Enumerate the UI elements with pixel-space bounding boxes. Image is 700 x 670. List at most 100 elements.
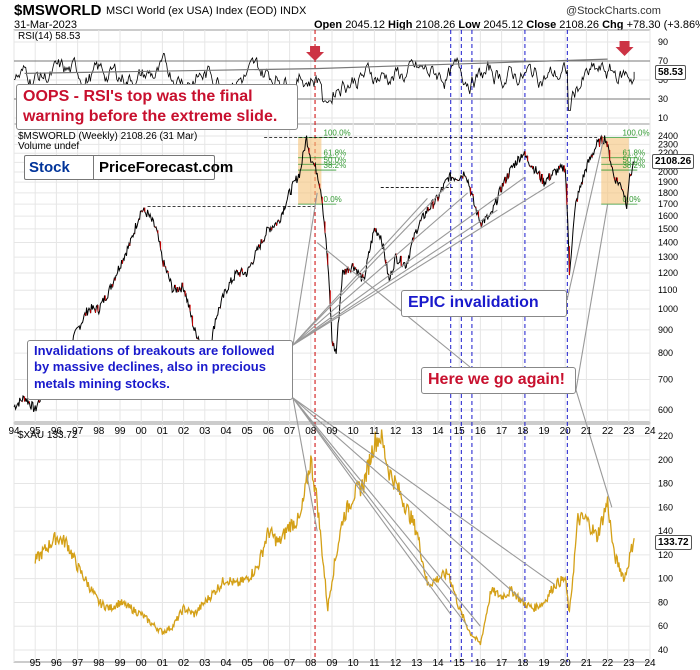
year-tick-label: 99	[114, 426, 126, 437]
callout-pointer-line	[292, 397, 452, 615]
year-tick-label: 24	[644, 426, 656, 437]
callout-pointer-line	[566, 140, 604, 301]
price-tick-label: 2400	[658, 131, 678, 141]
year-tick-label: 08	[305, 426, 317, 437]
year-tick-label: 03	[199, 426, 211, 437]
price-tick-label: 2300	[658, 139, 678, 149]
year-tick-label: 19	[538, 426, 550, 437]
rsi-last-tag: 58.53	[655, 65, 687, 80]
rsi-tick-label: 30	[658, 94, 668, 104]
callout-pointer-line	[292, 181, 555, 346]
xau-tick-label: 60	[658, 621, 668, 631]
price-tick-label: 1300	[658, 252, 678, 262]
year-tick-label: 08	[305, 658, 317, 669]
fib-label: 0.0%	[324, 195, 342, 204]
price-tick-label: 1400	[658, 238, 678, 248]
year-tick-label: 23	[623, 426, 635, 437]
fib-label: 61.8%	[622, 149, 645, 158]
year-tick-label: 09	[326, 658, 338, 669]
logo-domain-text: PriceForecast.com	[99, 159, 234, 176]
callout-pointer-line	[292, 397, 555, 586]
callout-pointer-line	[292, 198, 428, 346]
year-tick-label: 18	[517, 426, 529, 437]
price-tick-label: 700	[658, 375, 673, 385]
callout-pointer-line	[292, 397, 469, 627]
year-tick-label: 22	[602, 658, 614, 669]
year-tick-label: 23	[623, 658, 635, 669]
year-tick-label: 07	[284, 658, 296, 669]
price-tick-label: 1700	[658, 199, 678, 209]
price-tick-label: 1900	[658, 177, 678, 187]
year-tick-label: 00	[136, 658, 148, 669]
fib-label: 50.0%	[324, 155, 347, 164]
fib-label: 61.8%	[324, 149, 347, 158]
price-tick-label: 2200	[658, 148, 678, 158]
year-tick-label: 19	[538, 658, 550, 669]
year-tick-label: 06	[263, 658, 275, 669]
price-tick-label: 2000	[658, 167, 678, 177]
year-tick-label: 98	[93, 658, 105, 669]
year-tick-label: 04	[220, 426, 232, 437]
year-tick-label: 16	[475, 658, 487, 669]
rsi-trendline	[24, 68, 316, 74]
year-tick-label: 98	[93, 426, 105, 437]
callout-pointer-line	[292, 192, 469, 346]
price-tick-label: 1500	[658, 224, 678, 234]
price-tick-label: 900	[658, 325, 673, 335]
year-tick-label: 96	[51, 658, 63, 669]
xau-tick-label: 140	[658, 526, 673, 536]
rsi-tick-label: 70	[658, 56, 668, 66]
year-tick-label: 10	[348, 658, 360, 669]
xau-tick-label: 80	[658, 597, 668, 607]
year-tick-label: 95	[30, 658, 42, 669]
here-we-go-again-callout: Here we go again!	[421, 367, 576, 394]
price-tick-label: 800	[658, 348, 673, 358]
callout-pointer-line	[292, 397, 481, 627]
rsi-tick-label: 50	[658, 75, 668, 85]
callout-pointer-line	[292, 192, 318, 346]
open-value: 2045.12	[345, 19, 385, 31]
xau-tick-label: 120	[658, 550, 673, 560]
year-tick-label: 13	[411, 658, 423, 669]
chart-symbol: $MSWORLD	[14, 2, 102, 19]
year-tick-label: 04	[220, 658, 232, 669]
xau-tick-label: 180	[658, 479, 673, 489]
ohlc-readout: Open 2045.12 High 2108.26 Low 2045.12 Cl…	[314, 19, 700, 31]
chart-description: MSCI World (ex USA) Index (EOD) INDX	[106, 5, 307, 17]
year-tick-label: 99	[114, 658, 126, 669]
price-tick-label: 1600	[658, 211, 678, 221]
oops-callout: OOPS - RSI's top was the final warning b…	[16, 84, 298, 130]
year-tick-label: 09	[326, 426, 338, 437]
price-tick-label: 1100	[658, 285, 677, 295]
xau-tick-label: 160	[658, 502, 673, 512]
xau-tick-label: 200	[658, 455, 673, 465]
xau-last-tag: 133.72	[655, 535, 692, 550]
rsi-tick-label: 90	[658, 37, 668, 47]
year-tick-label: 97	[72, 658, 84, 669]
rsi-tick-label: 10	[658, 113, 668, 123]
fib-label: 38.2%	[622, 161, 645, 170]
fib-zone	[601, 137, 629, 205]
year-tick-label: 21	[581, 658, 593, 669]
year-tick-label: 20	[560, 426, 572, 437]
xau-tick-label: 40	[658, 645, 668, 655]
rsi-label: RSI(14) 58.53	[18, 31, 81, 42]
year-tick-label: 96	[51, 426, 63, 437]
year-tick-label: 05	[242, 426, 254, 437]
price-tick-label: 600	[658, 405, 673, 415]
year-tick-label: 18	[517, 658, 529, 669]
year-tick-label: 01	[157, 658, 169, 669]
invalidations-callout: Invalidations of breakouts are followed …	[27, 340, 293, 400]
down-arrow-marker-icon	[615, 41, 634, 56]
year-tick-label: 10	[348, 426, 360, 437]
year-tick-label: 00	[136, 426, 148, 437]
volume-label: Volume undef	[18, 141, 80, 152]
price-tick-label: 1200	[658, 268, 678, 278]
year-tick-label: 12	[390, 426, 402, 437]
year-tick-label: 97	[72, 426, 84, 437]
year-tick-label: 17	[496, 658, 508, 669]
year-tick-label: 02	[178, 658, 190, 669]
chart-date: 31-Mar-2023	[14, 19, 77, 31]
xau-line	[34, 429, 635, 646]
callout-pointer-line	[292, 176, 526, 346]
